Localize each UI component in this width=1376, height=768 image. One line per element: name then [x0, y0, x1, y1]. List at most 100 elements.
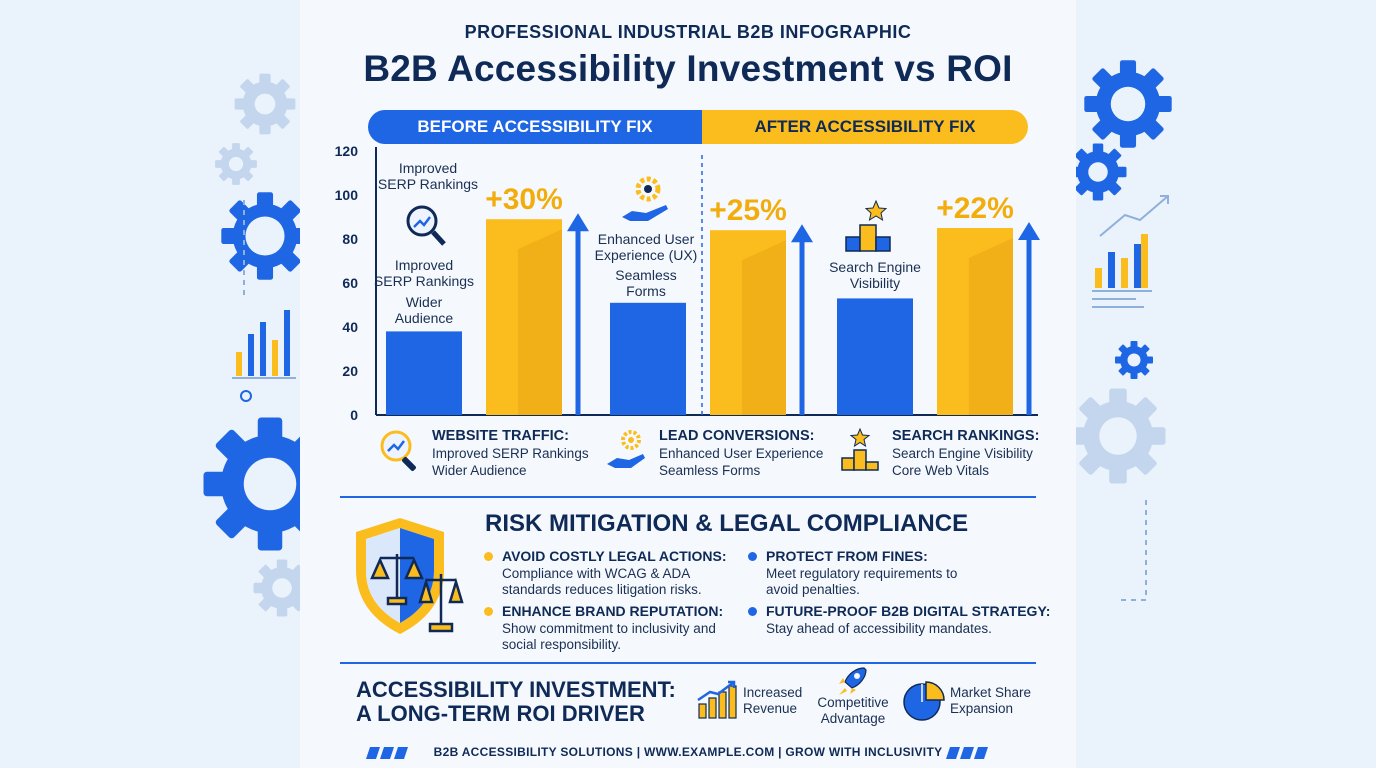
gear-icon [203, 417, 337, 551]
roi-title: ACCESSIBILITY INVESTMENT: A LONG-TERM RO… [356, 678, 676, 726]
podium-step [845, 236, 861, 252]
bar-annotation: Enhanced User [598, 231, 695, 247]
shield-scales-icon [356, 518, 464, 634]
risk-heading: FUTURE-PROOF B2B DIGITAL STRATEGY: [766, 603, 1051, 619]
roi-title-line2: A LONG-TERM ROI DRIVER [356, 701, 645, 726]
gain-label: +25% [709, 194, 787, 227]
before-bar [837, 298, 913, 415]
trend-arrow-head [1018, 222, 1040, 240]
y-tick-label: 60 [342, 275, 358, 291]
gear-icon [253, 559, 311, 617]
trend-line-icon [413, 216, 431, 228]
risk-text: Compliance with WCAG & ADA standards red… [502, 566, 702, 597]
gain-label: +30% [485, 183, 563, 216]
risk-heading: AVOID COSTLY LEGAL ACTIONS: [502, 548, 727, 564]
gear-hub [644, 185, 652, 193]
phase-bar: BEFORE ACCESSIBILITY FIX AFTER ACCESSIBI… [368, 110, 1028, 144]
bullet-dot [484, 552, 493, 561]
y-tick-label: 120 [335, 145, 359, 159]
rocket-icon [839, 667, 867, 695]
podium-step [875, 236, 891, 252]
phase-before-label: BEFORE ACCESSIBILITY FIX [368, 110, 702, 144]
gear-icon [1115, 341, 1153, 379]
bar-chart-icon [1092, 234, 1152, 308]
hand-icon [622, 205, 668, 221]
bar-annotation: Forms [626, 283, 666, 299]
bullet-dot [484, 607, 493, 616]
metric-line: Wider Audience [432, 463, 527, 478]
bar-annotation: Seamless [615, 267, 676, 283]
bar-annotation: Audience [395, 310, 454, 326]
metric-title: WEBSITE TRAFFIC: [432, 428, 569, 444]
y-tick-label: 40 [342, 319, 358, 335]
benefit-line: Market Share [950, 685, 1032, 700]
phase-after-label: AFTER ACCESSIBILITY FIX [702, 110, 1028, 144]
metric-title: SEARCH RANKINGS: [892, 428, 1040, 444]
magnifier-icon [406, 205, 438, 237]
metric-lead-conversions: LEAD CONVERSIONS: Enhanced User Experien… [603, 426, 833, 486]
metric-line: Improved SERP Rankings [432, 446, 589, 461]
benefit-market-share-label: Market Share Expansion [950, 685, 1031, 717]
benefit-revenue-label: Increased Revenue [743, 685, 802, 717]
page-title: B2B Accessibility Investment vs ROI [363, 48, 1013, 89]
bar-growth-icon [697, 680, 737, 719]
stripe-decoration [946, 747, 988, 759]
metric-line: Seamless Forms [659, 463, 761, 478]
metric-line: Core Web Vitals [892, 463, 990, 478]
benefit-advantage-label: Competitive Advantage [815, 695, 891, 727]
bar-annotation: Wider [406, 294, 443, 310]
benefit-line: Advantage [820, 711, 886, 726]
podium-step [859, 224, 877, 252]
roi-title-line1: ACCESSIBILITY INVESTMENT: [356, 677, 676, 702]
bar-annotation: Improved [399, 160, 457, 176]
bar-annotation: SERP Rankings [374, 273, 474, 289]
footer-text: B2B ACCESSIBILITY SOLUTIONS | WWW.EXAMPL… [433, 745, 943, 759]
bar-annotation: SERP Rankings [378, 176, 478, 192]
before-bar [386, 331, 462, 415]
y-tick-label: 100 [335, 187, 359, 203]
metric-line: Search Engine Visibility [892, 446, 1033, 461]
gear-icon [635, 176, 661, 202]
gear-icon [234, 73, 296, 135]
risk-heading: ENHANCE BRAND REPUTATION: [502, 603, 724, 619]
bar-chart-icon [232, 310, 296, 379]
gain-label: +22% [936, 192, 1014, 225]
bar-annotation: Experience (UX) [595, 247, 698, 263]
gear-icon [1084, 60, 1172, 148]
risk-section-title: RISK MITIGATION & LEGAL COMPLIANCE [485, 510, 969, 537]
magnifier-handle [431, 230, 446, 246]
y-tick-label: 20 [342, 363, 358, 379]
trend-arrow-head [791, 224, 813, 243]
podium-icon [841, 427, 879, 471]
hand-gear-icon [607, 430, 645, 468]
after-bar-shade [517, 229, 562, 415]
risk-heading: PROTECT FROM FINES: [766, 548, 928, 564]
benefit-line: Expansion [950, 701, 1014, 716]
metric-website-traffic: WEBSITE TRAFFIC: Improved SERP Rankings … [376, 426, 596, 486]
gear-icon [221, 192, 309, 280]
benefit-line: Revenue [743, 701, 798, 716]
metric-search-rankings: SEARCH RANKINGS: Search Engine Visibilit… [836, 426, 1046, 486]
benefit-line: Competitive [817, 695, 889, 710]
gear-icon [1069, 143, 1127, 201]
after-bar-shade [968, 238, 1013, 415]
pie-chart-icon [903, 681, 945, 721]
magnifier-chart-icon [380, 430, 416, 471]
divider [340, 496, 1036, 498]
risk-text: Show commitment to inclusivity and socia… [502, 621, 716, 652]
stripe-decoration [366, 747, 408, 759]
y-tick-label: 0 [350, 407, 358, 423]
bar-annotation: Visibility [850, 275, 900, 291]
benefit-line: Increased [743, 685, 803, 700]
metric-title: LEAD CONVERSIONS: [659, 428, 815, 444]
y-tick-label: 80 [342, 231, 358, 247]
risk-text: Meet regulatory requirements to avoid pe… [766, 566, 958, 597]
page-subtitle: PROFESSIONAL INDUSTRIAL B2B INFOGRAPHIC [464, 22, 912, 42]
bar-annotation: Improved [395, 257, 453, 273]
bar-annotation: Search Engine [829, 259, 921, 275]
divider [340, 662, 1036, 664]
after-bar-shade [741, 240, 786, 415]
bullet-dot [748, 552, 757, 561]
